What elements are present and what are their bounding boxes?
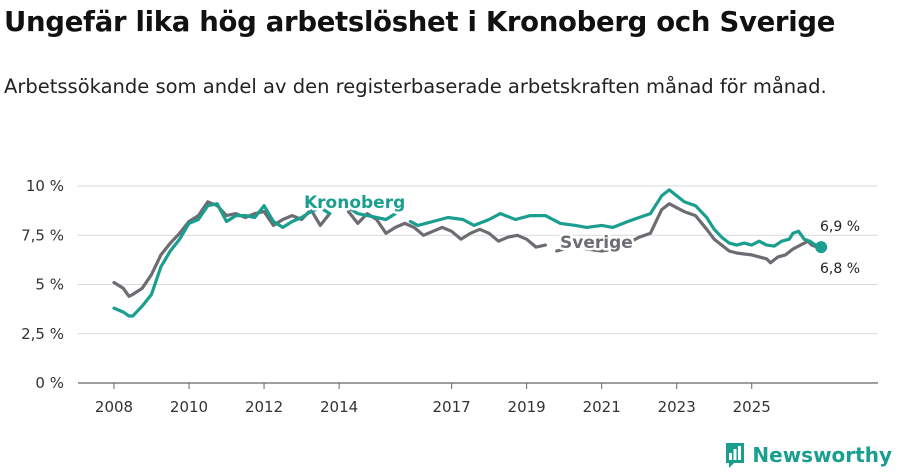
x-tick-label: 2010 bbox=[170, 398, 208, 416]
y-tick-label: 2,5 % bbox=[21, 325, 64, 343]
x-tick-label: 2023 bbox=[658, 398, 696, 416]
brand-logo: Newsworthy bbox=[724, 440, 892, 470]
series-line-kronoberg bbox=[408, 188, 823, 249]
series-line-sverige bbox=[573, 202, 823, 265]
series-end-point-kronoberg bbox=[815, 241, 828, 254]
series-line-kronoberg bbox=[112, 202, 332, 318]
bar-chart-logo-icon bbox=[726, 443, 745, 468]
x-tick-label: 2019 bbox=[508, 398, 546, 416]
chart-subtitle: Arbetssökande som andel av den registerb… bbox=[4, 75, 827, 98]
series-line-sverige bbox=[346, 210, 547, 249]
series-line-kronoberg bbox=[346, 206, 397, 222]
end-value-label-kronoberg: 6,9 % bbox=[820, 219, 860, 235]
series-label-sverige-halo: Sverige bbox=[560, 233, 633, 253]
x-tick-label: 2014 bbox=[320, 398, 358, 416]
series-line-sverige bbox=[555, 247, 566, 253]
x-tick-label: 2017 bbox=[433, 398, 471, 416]
series-label-kronoberg-halo: Kronoberg bbox=[304, 193, 405, 213]
x-tick-label: 2021 bbox=[583, 398, 621, 416]
end-value-label-sverige: 6,8 % bbox=[820, 261, 860, 277]
y-tick-label: 7,5 % bbox=[21, 226, 64, 244]
y-tick-label: 10 % bbox=[26, 177, 64, 195]
y-tick-label: 0 % bbox=[35, 374, 64, 392]
series-label-sverige: Sverige bbox=[560, 233, 633, 253]
x-tick-label: 2008 bbox=[95, 398, 133, 416]
brand-name: Newsworthy bbox=[752, 443, 892, 467]
end-value-label-sverige-halo: 6,8 % bbox=[820, 261, 860, 277]
series-label-kronoberg: Kronoberg bbox=[304, 193, 405, 213]
x-tick-label: 2012 bbox=[245, 398, 283, 416]
end-value-label-kronoberg-halo: 6,9 % bbox=[820, 219, 860, 235]
y-tick-label: 5 % bbox=[35, 276, 64, 294]
chart-title: Ungefär lika hög arbetslöshet i Kronober… bbox=[4, 6, 836, 38]
x-tick-label: 2025 bbox=[733, 398, 771, 416]
